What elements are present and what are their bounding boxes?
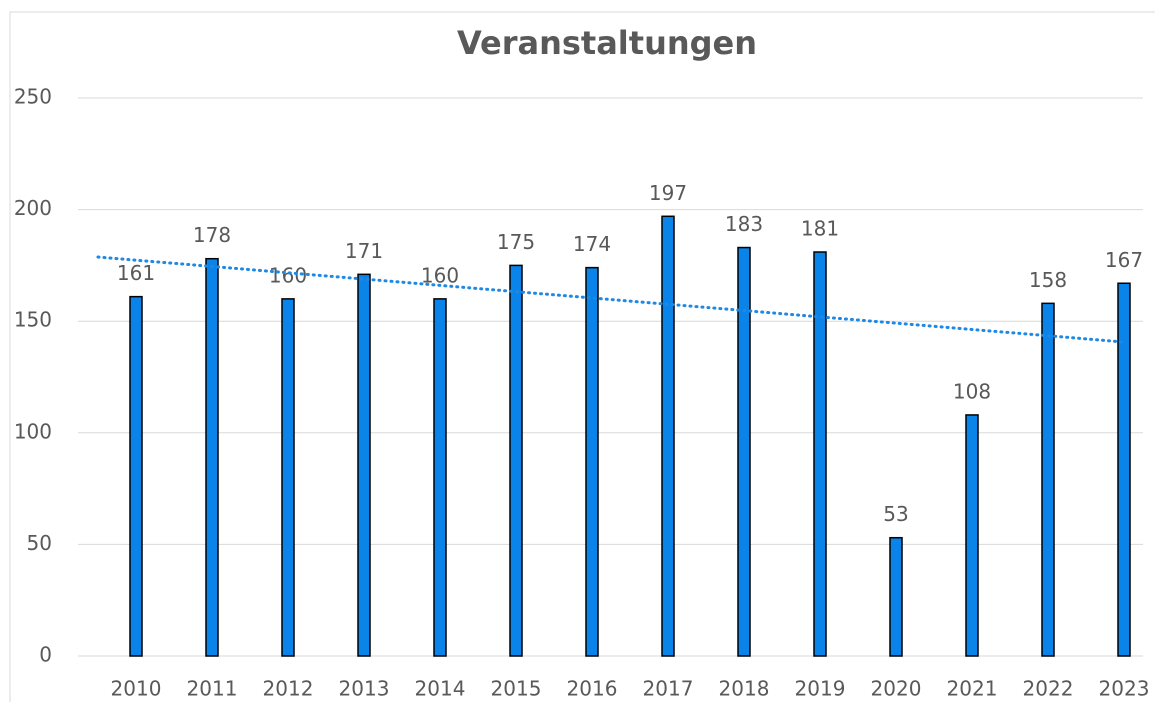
y-tick-label: 150 (14, 308, 52, 332)
y-tick-label: 50 (27, 531, 52, 555)
bar (433, 298, 447, 657)
data-label: 53 (883, 502, 908, 526)
data-label: 108 (953, 379, 991, 403)
bar (813, 251, 827, 657)
bar (129, 295, 143, 657)
x-tick-label: 2013 (339, 677, 390, 701)
data-label: 171 (345, 239, 383, 263)
data-label: 178 (193, 223, 231, 247)
bar (737, 246, 751, 657)
data-label: 167 (1105, 248, 1143, 272)
data-label: 175 (497, 230, 535, 254)
x-tick-label: 2020 (871, 677, 922, 701)
x-tick-label: 2021 (947, 677, 998, 701)
y-tick-label: 100 (14, 419, 52, 443)
bar (889, 536, 903, 657)
x-tick-label: 2016 (567, 677, 618, 701)
bar (509, 264, 523, 657)
chart-frame (9, 11, 1155, 702)
data-label: 181 (801, 217, 839, 241)
bar (357, 273, 371, 657)
bar (281, 298, 295, 657)
bar (965, 414, 979, 657)
x-tick-label: 2011 (187, 677, 238, 701)
y-tick-label: 0 (39, 643, 52, 667)
x-tick-label: 2018 (719, 677, 770, 701)
data-label: 161 (117, 261, 155, 285)
bar (1041, 302, 1055, 657)
x-tick-label: 2014 (415, 677, 466, 701)
data-label: 174 (573, 232, 611, 256)
y-tick-label: 250 (14, 85, 52, 109)
data-label: 197 (649, 181, 687, 205)
bar (661, 215, 675, 657)
bar (1117, 282, 1131, 657)
x-tick-label: 2022 (1023, 677, 1074, 701)
x-tick-label: 2012 (263, 677, 314, 701)
data-label: 158 (1029, 268, 1067, 292)
data-label: 183 (725, 212, 763, 236)
x-tick-label: 2010 (111, 677, 162, 701)
bar (585, 266, 599, 657)
trendline (96, 255, 1126, 344)
x-tick-label: 2015 (491, 677, 542, 701)
bar (205, 257, 219, 657)
y-tick-label: 200 (14, 196, 52, 220)
chart-title: Veranstaltungen (457, 24, 757, 62)
data-label: 160 (269, 263, 307, 287)
x-tick-label: 2017 (643, 677, 694, 701)
x-tick-label: 2019 (795, 677, 846, 701)
x-tick-label: 2023 (1099, 677, 1150, 701)
